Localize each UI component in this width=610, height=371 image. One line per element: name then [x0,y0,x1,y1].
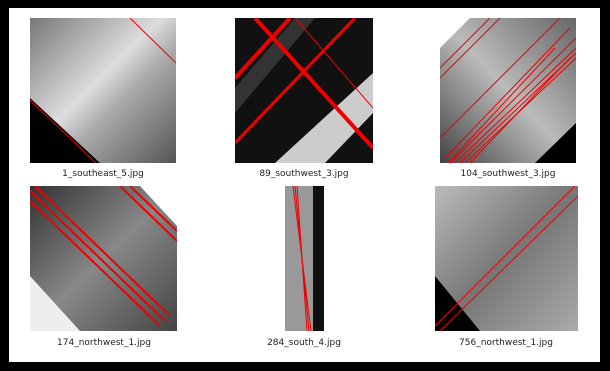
thumbnail[interactable] [235,18,373,163]
screen: 1_southeast_5.jpg 89_southwest_3.jpg 104… [0,0,610,371]
thumbnail[interactable] [30,18,176,163]
file-name[interactable]: 284_south_4.jpg [209,338,399,348]
file-name[interactable]: 104_southwest_3.jpg [413,169,603,179]
thumbnail[interactable] [440,18,576,163]
file-name[interactable]: 1_southeast_5.jpg [8,169,198,179]
thumbnail[interactable] [30,186,177,331]
file-name[interactable]: 756_northwest_1.jpg [411,338,601,348]
file-name[interactable]: 89_southwest_3.jpg [209,169,399,179]
thumbnail[interactable] [285,186,324,331]
file-view: 1_southeast_5.jpg 89_southwest_3.jpg 104… [9,8,600,362]
file-name[interactable]: 174_northwest_1.jpg [9,338,199,348]
thumbnail[interactable] [435,186,578,331]
